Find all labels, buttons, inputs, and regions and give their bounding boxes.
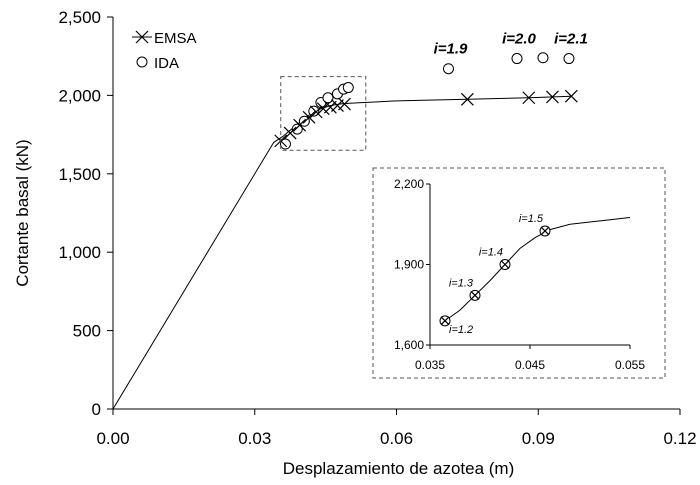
ida-point: [308, 105, 320, 117]
inset-emsa-point: [500, 260, 510, 269]
emsa-point: [338, 97, 351, 111]
inset-curve-line: [444, 217, 631, 322]
x-axis-title: Desplazamiento de azotea (m): [283, 459, 515, 478]
inset-y-tick-label: 2,200: [394, 177, 424, 191]
ida-point: [291, 123, 303, 135]
x-marker-stroke: [309, 105, 323, 119]
x-marker-stroke: [460, 92, 474, 106]
emsa-point: [283, 126, 297, 140]
inset-intensity-annotation: i=1.5: [519, 213, 544, 225]
inset-emsa-point: [440, 316, 450, 326]
x-marker-stroke: [564, 89, 578, 103]
inset-frame: [372, 167, 666, 379]
x-marker-stroke: [540, 226, 550, 236]
intensity-annotation: i=1.9: [434, 41, 468, 58]
y-tick-label: 2,500: [58, 8, 101, 27]
zoom-region-box: [280, 76, 367, 151]
x-marker-stroke: [546, 90, 559, 104]
y-axis-title: Cortante basal (kN): [13, 139, 32, 286]
emsa-point: [309, 105, 323, 119]
y-tick-label: 0: [92, 400, 101, 419]
ida-point: [342, 82, 354, 94]
inset-intensity-annotation: i=1.4: [479, 247, 503, 259]
legend-ida-marker: [136, 56, 148, 68]
inset-x-tick-label: 0.045: [515, 358, 545, 372]
inset-intensity-annotation: i=1.3: [449, 277, 474, 289]
emsa-point: [564, 89, 578, 103]
inset-y-tick-label: 1,900: [394, 258, 424, 272]
x-marker-stroke: [470, 290, 480, 300]
ida-point: [563, 53, 575, 65]
ida-point: [279, 138, 291, 150]
x-marker-stroke: [440, 316, 450, 326]
ida-point: [442, 63, 454, 75]
x-marker-stroke: [302, 110, 316, 124]
emsa-point: [302, 110, 316, 124]
emsa-point: [546, 90, 559, 104]
x-tick-label: 0.12: [663, 429, 696, 448]
intensity-annotation: i=2.1: [554, 31, 588, 48]
x-marker-stroke: [338, 97, 351, 111]
legend-ida-label: IDA: [154, 55, 179, 72]
y-tick-label: 1,000: [58, 243, 101, 262]
y-tick-label: 500: [73, 322, 101, 341]
emsa-point: [522, 91, 536, 105]
x-tick-label: 0.06: [380, 429, 413, 448]
x-marker-stroke: [293, 118, 307, 132]
inset-intensity-annotation: i=1.2: [449, 324, 473, 336]
y-tick-label: 2,000: [58, 86, 101, 105]
ida-point: [322, 92, 334, 104]
x-marker-stroke: [500, 260, 510, 269]
x-tick-label: 0.00: [96, 429, 129, 448]
x-marker-stroke: [283, 126, 297, 140]
intensity-annotation: i=2.0: [502, 31, 536, 48]
x-tick-label: 0.03: [238, 429, 271, 448]
x-marker-stroke: [522, 91, 536, 105]
inset-x-tick-label: 0.035: [415, 358, 445, 372]
x-tick-label: 0.09: [522, 429, 555, 448]
ida-point: [537, 52, 549, 64]
y-tick-label: 1,500: [58, 165, 101, 184]
ida-point: [511, 53, 523, 65]
emsa-point: [460, 92, 474, 106]
inset-emsa-point: [470, 290, 480, 300]
inset-x-tick-label: 0.055: [615, 358, 645, 372]
emsa-point: [293, 118, 307, 132]
inset-y-tick-label: 1,600: [394, 338, 424, 352]
inset-emsa-point: [540, 226, 550, 236]
legend-emsa-label: EMSA: [154, 30, 197, 47]
